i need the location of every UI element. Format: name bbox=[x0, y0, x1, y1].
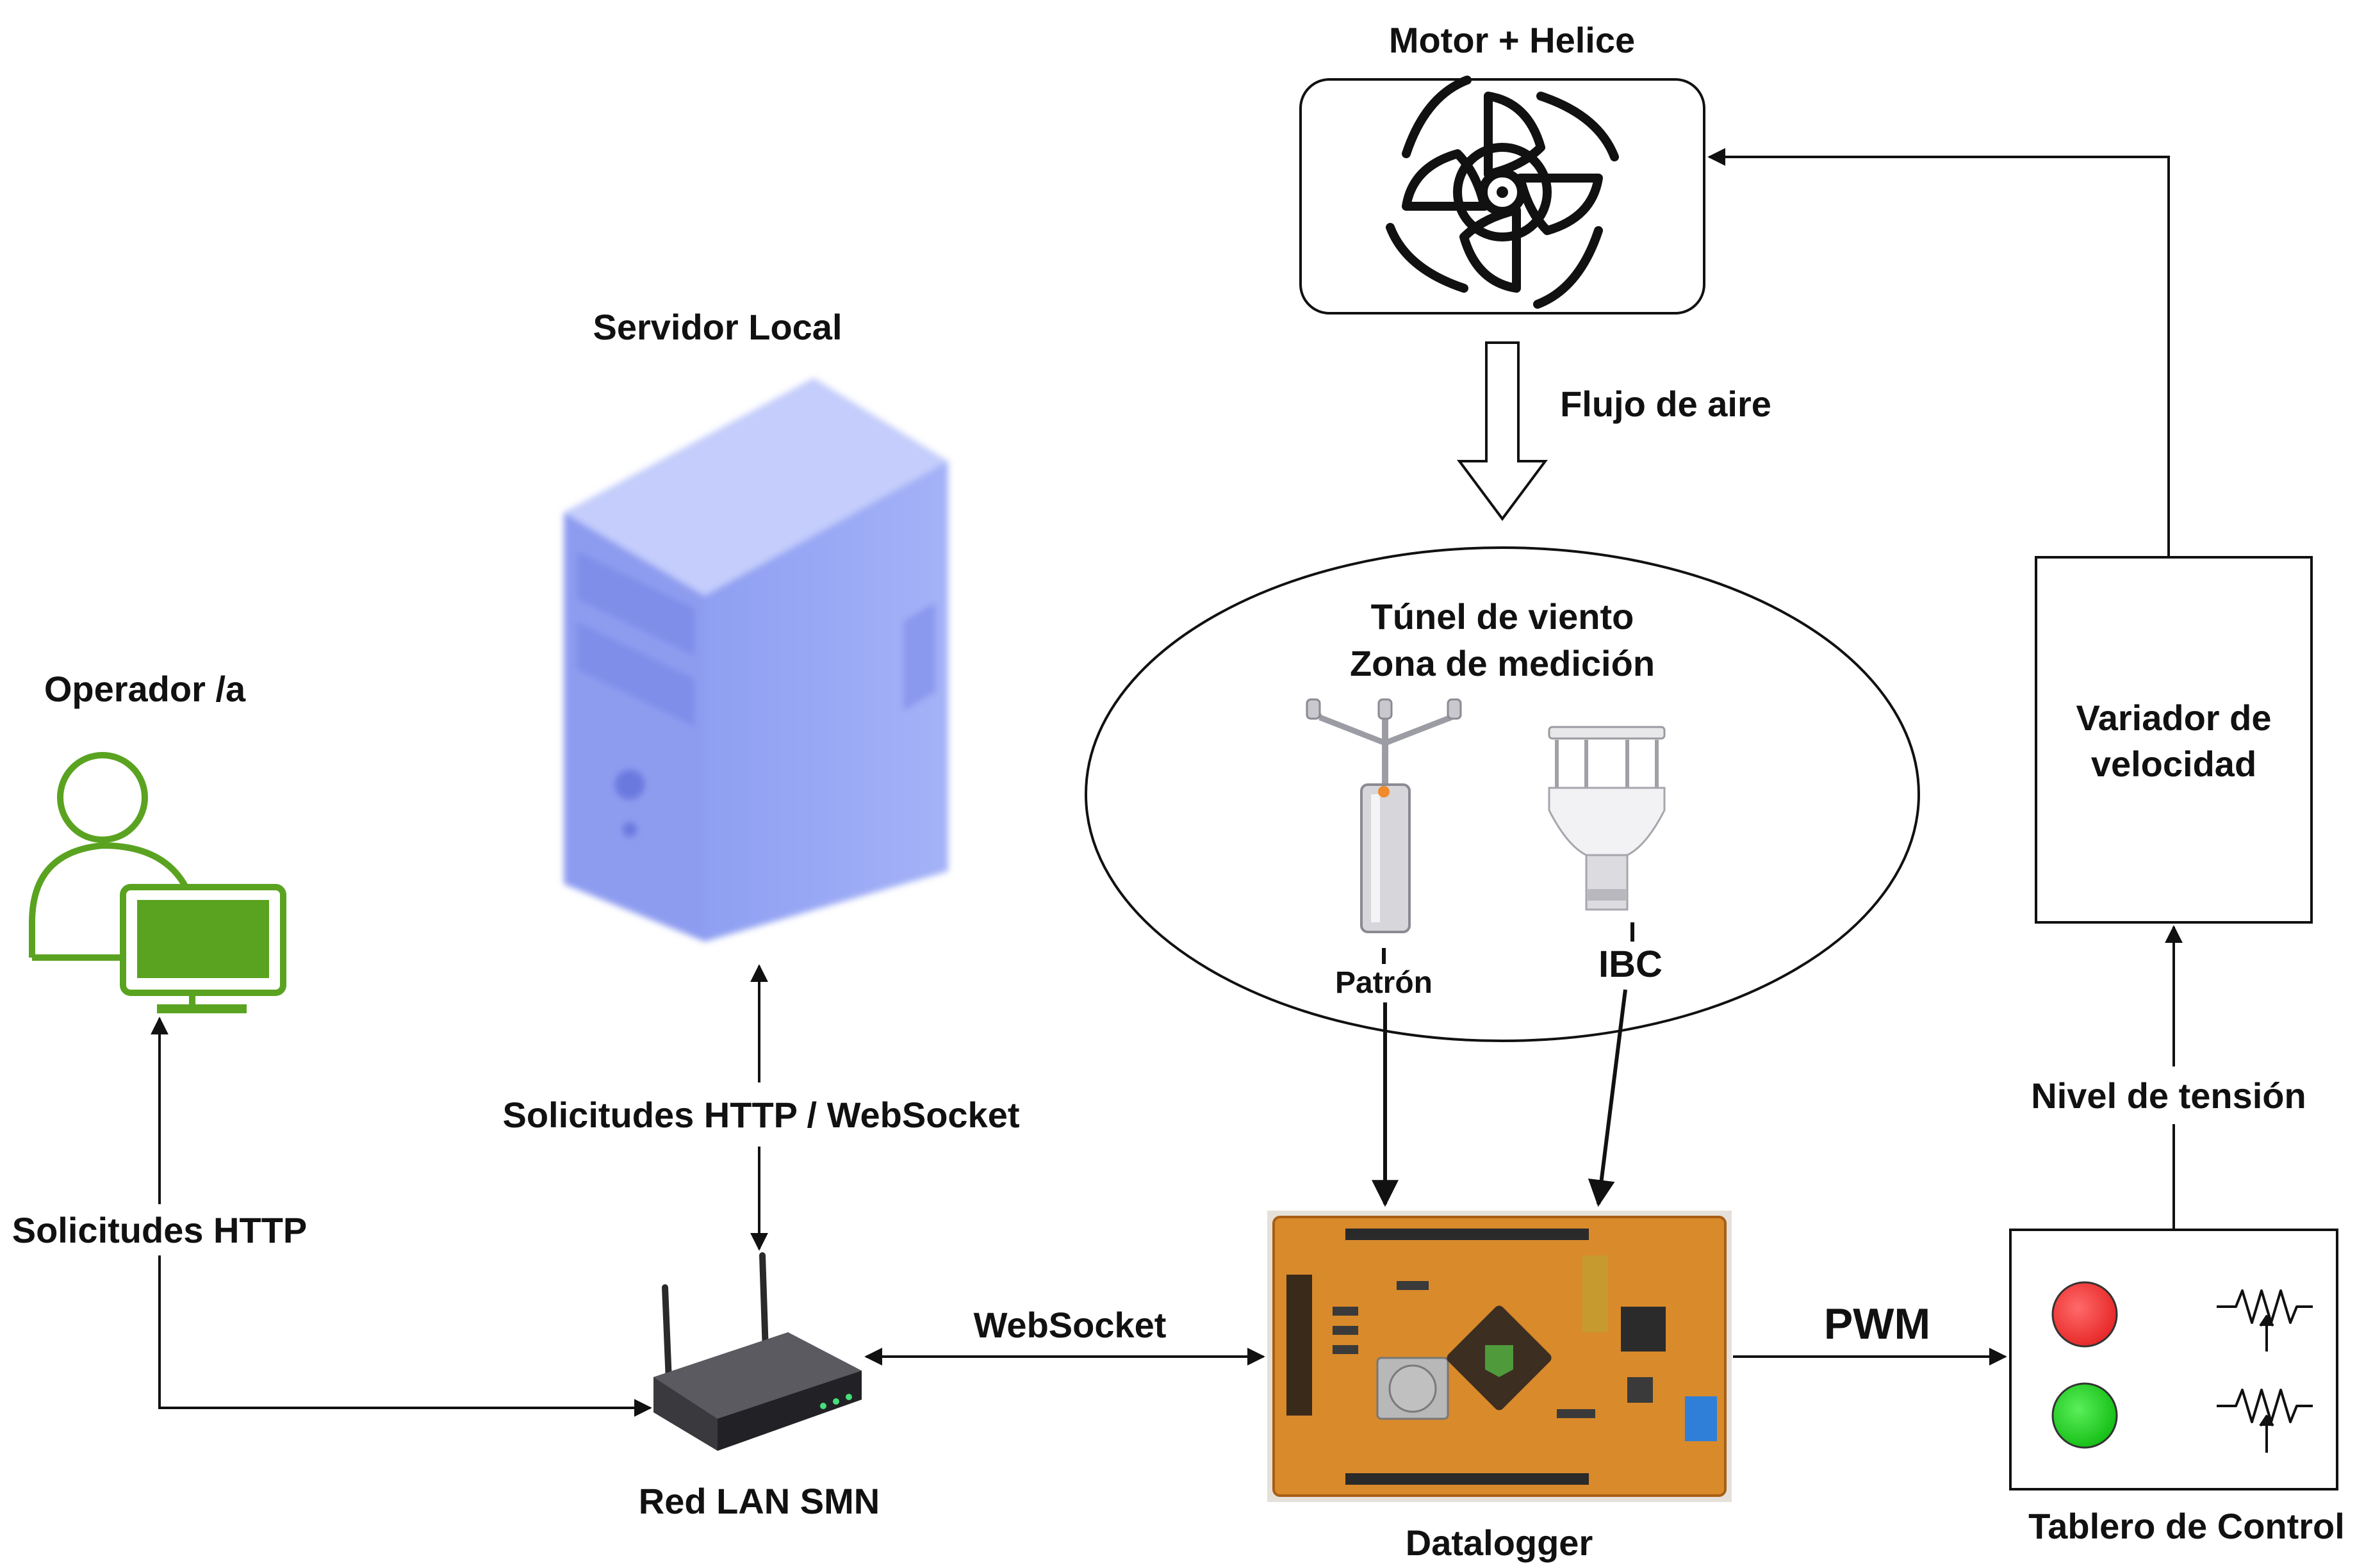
variador-label-line2: velocidad bbox=[2091, 744, 2256, 784]
websocket-label: WebSocket bbox=[974, 1305, 1167, 1345]
router-label: Red LAN SMN bbox=[639, 1481, 880, 1521]
wifi-router-icon bbox=[653, 1252, 862, 1451]
http-label-bg bbox=[0, 1204, 320, 1255]
server-label: Servidor Local bbox=[593, 307, 842, 347]
control-panel-box bbox=[2009, 1229, 2338, 1490]
variador-motor-arrow bbox=[1707, 148, 2170, 556]
ultrasonic-anemometer-icon bbox=[1306, 698, 1462, 933]
operator-router-arrow bbox=[151, 1017, 652, 1417]
datalogger-label: Datalogger bbox=[1406, 1523, 1593, 1563]
fan-propeller-icon bbox=[1386, 76, 1619, 309]
red-indicator-icon bbox=[2051, 1281, 2118, 1348]
circuit-board-icon bbox=[1267, 1211, 1732, 1502]
weather-sensor-icon bbox=[1548, 726, 1666, 911]
potentiometer-icon bbox=[2217, 1389, 2313, 1453]
variador-label-line1: Variador de bbox=[2076, 698, 2271, 738]
http-websocket-label: Solicitudes HTTP / WebSocket bbox=[503, 1095, 1020, 1135]
tablero-label: Tablero de Control bbox=[2028, 1506, 2345, 1546]
tunnel-title-line2: Zona de medición bbox=[1350, 643, 1655, 683]
tension-label-bg bbox=[2005, 1066, 2332, 1124]
tension-label: Nivel de tensión bbox=[2031, 1075, 2306, 1116]
operator-computer-icon bbox=[29, 752, 286, 1013]
airflow-arrow bbox=[1457, 341, 1548, 521]
tunnel-title-line1: Túnel de viento bbox=[1371, 596, 1634, 637]
ibc-label: IBC bbox=[1598, 943, 1663, 985]
ibc-to-datalogger-arrow bbox=[1588, 989, 1627, 1207]
pwm-label: PWM bbox=[1824, 1300, 1930, 1348]
patron-label: Patrón bbox=[1335, 966, 1433, 1000]
wind-tunnel-zone bbox=[1085, 546, 1920, 1042]
operator-label: Operador /a bbox=[44, 669, 246, 709]
http-label: Solicitudes HTTP bbox=[12, 1210, 308, 1250]
server-tower-icon bbox=[564, 378, 948, 942]
speed-controller-box bbox=[2035, 556, 2313, 924]
airflow-label: Flujo de aire bbox=[1560, 384, 1771, 424]
green-indicator-icon bbox=[2051, 1382, 2118, 1449]
potentiometer-icon bbox=[2217, 1289, 2313, 1352]
motor-label: Motor + Helice bbox=[1389, 20, 1635, 60]
